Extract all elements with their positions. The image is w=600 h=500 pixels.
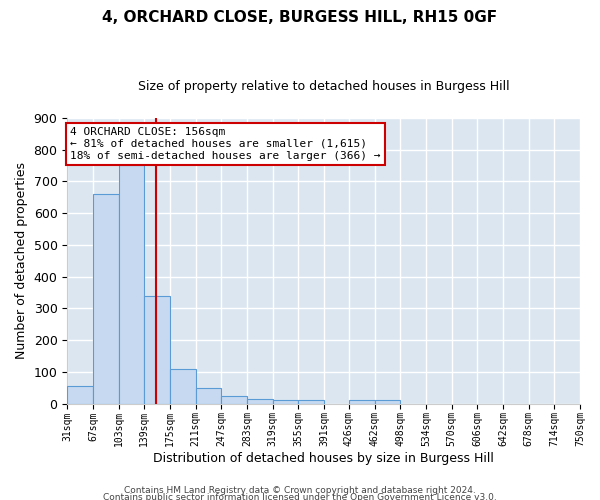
Bar xyxy=(170,368,196,404)
Bar xyxy=(93,194,119,404)
Text: Contains public sector information licensed under the Open Government Licence v3: Contains public sector information licen… xyxy=(103,494,497,500)
Text: Contains HM Land Registry data © Crown copyright and database right 2024.: Contains HM Land Registry data © Crown c… xyxy=(124,486,476,495)
Bar xyxy=(272,400,298,404)
Text: 4 ORCHARD CLOSE: 156sqm
← 81% of detached houses are smaller (1,615)
18% of semi: 4 ORCHARD CLOSE: 156sqm ← 81% of detache… xyxy=(70,128,380,160)
Bar xyxy=(221,396,247,404)
Text: 4, ORCHARD CLOSE, BURGESS HILL, RH15 0GF: 4, ORCHARD CLOSE, BURGESS HILL, RH15 0GF xyxy=(103,10,497,25)
Bar xyxy=(119,166,144,404)
Y-axis label: Number of detached properties: Number of detached properties xyxy=(15,162,28,359)
X-axis label: Distribution of detached houses by size in Burgess Hill: Distribution of detached houses by size … xyxy=(153,452,494,465)
Bar xyxy=(67,386,93,404)
Bar xyxy=(349,400,374,404)
Bar xyxy=(374,400,400,404)
Bar xyxy=(298,400,324,404)
Title: Size of property relative to detached houses in Burgess Hill: Size of property relative to detached ho… xyxy=(138,80,509,93)
Bar xyxy=(196,388,221,404)
Bar xyxy=(247,399,272,404)
Bar xyxy=(144,296,170,404)
